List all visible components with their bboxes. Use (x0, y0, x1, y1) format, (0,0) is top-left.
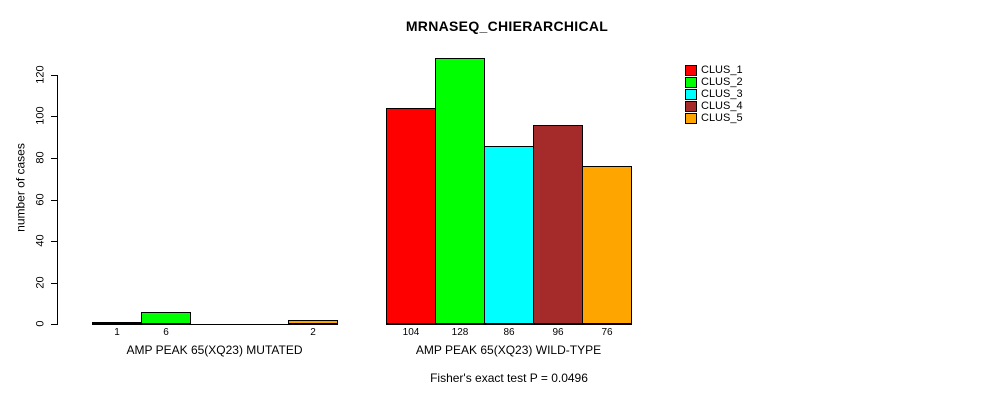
bar-value-label: 1 (114, 327, 120, 338)
legend-swatch-clus_1 (685, 64, 697, 76)
legend-item-clus_1: CLUS_1 (685, 64, 743, 76)
bar-value-label: 96 (552, 327, 564, 338)
bar-clus_2-mutated (141, 312, 191, 324)
bar-clus_4-wildtype (533, 125, 583, 324)
legend-item-clus_3: CLUS_3 (685, 88, 743, 100)
legend-label: CLUS_4 (701, 100, 743, 112)
y-tick (51, 241, 57, 242)
bar-value-label: 128 (451, 327, 469, 338)
legend-label: CLUS_1 (701, 64, 743, 76)
legend-item-clus_2: CLUS_2 (685, 76, 743, 88)
bar-clus_3-wildtype (484, 146, 534, 324)
y-tick-label: 100 (34, 106, 47, 125)
legend-swatch-clus_3 (685, 88, 697, 100)
y-axis-line (57, 75, 58, 325)
y-tick-label: 0 (34, 320, 47, 327)
chart-title: MRNASEQ_CHIERARCHICAL (405, 18, 609, 34)
y-tick-label: 80 (34, 151, 47, 164)
bar-value-label: 104 (402, 327, 420, 338)
legend: CLUS_1 CLUS_2 CLUS_3 CLUS_4 CLUS_5 (685, 64, 743, 124)
y-tick (51, 75, 57, 76)
y-tick (51, 324, 57, 325)
legend-label: CLUS_5 (701, 112, 743, 124)
legend-item-clus_4: CLUS_4 (685, 100, 743, 112)
bar-value-label: 86 (503, 327, 515, 338)
legend-swatch-clus_5 (685, 112, 697, 124)
group-baseline (386, 324, 632, 325)
group-baseline (92, 324, 338, 325)
legend-label: CLUS_2 (701, 76, 743, 88)
footnote-pvalue: Fisher's exact test P = 0.0496 (430, 371, 588, 385)
y-tick (51, 200, 57, 201)
bar-value-label: 6 (163, 327, 169, 338)
legend-swatch-clus_2 (685, 76, 697, 88)
y-tick (51, 158, 57, 159)
y-axis-label: number of cases (13, 143, 28, 232)
bar-value-label: 2 (310, 327, 316, 338)
bar-clus_1-mutated (92, 322, 142, 324)
y-tick-label: 40 (34, 234, 47, 247)
bar-clus_5-mutated (288, 320, 338, 324)
legend-label: CLUS_3 (701, 88, 743, 100)
bar-clus_5-wildtype (582, 166, 632, 324)
bar-clus_1-wildtype (386, 108, 436, 324)
y-tick-label: 20 (34, 276, 47, 289)
y-tick (51, 283, 57, 284)
legend-swatch-clus_4 (685, 100, 697, 112)
y-tick (51, 116, 57, 117)
y-tick-label: 120 (34, 65, 47, 84)
bar-clus_2-wildtype (435, 58, 485, 324)
bar-value-label: 76 (601, 327, 613, 338)
x-group-label-mutated: AMP PEAK 65(XQ23) MUTATED (126, 343, 303, 357)
legend-item-clus_5: CLUS_5 (685, 112, 743, 124)
y-tick-label: 60 (34, 193, 47, 206)
x-group-label-wildtype: AMP PEAK 65(XQ23) WILD-TYPE (415, 343, 602, 357)
